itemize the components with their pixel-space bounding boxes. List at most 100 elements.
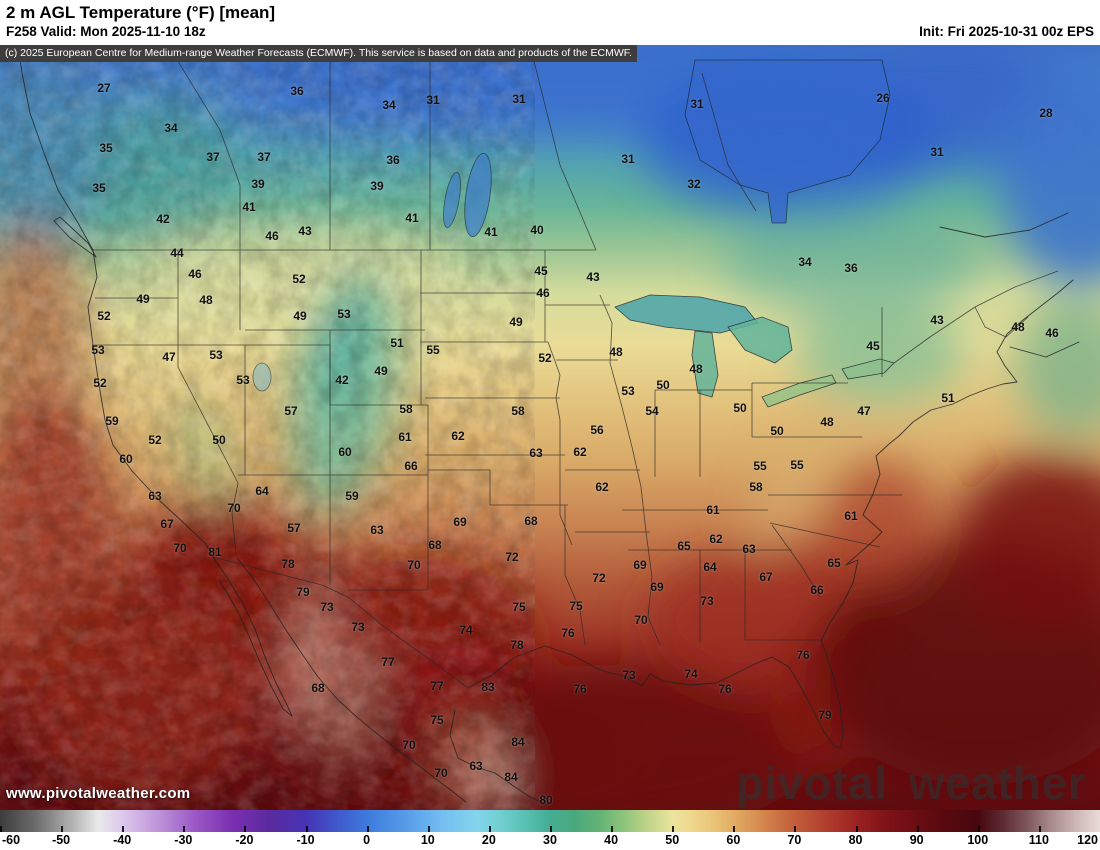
temp-value: 58 <box>511 404 525 418</box>
temp-value: 66 <box>404 459 418 473</box>
temp-value: 36 <box>290 84 304 98</box>
temp-value: 40 <box>530 223 544 237</box>
temp-value: 31 <box>690 97 704 111</box>
temp-value: 31 <box>512 92 526 106</box>
temp-value: 46 <box>265 229 279 243</box>
temp-value: 35 <box>92 181 106 195</box>
temp-value: 50 <box>770 424 784 438</box>
temp-value: 58 <box>399 402 413 416</box>
colorbar-tick-label: 10 <box>420 833 435 847</box>
temp-value: 58 <box>749 480 763 494</box>
temp-value: 59 <box>345 489 359 503</box>
temp-value: 35 <box>99 141 113 155</box>
watermark-url: www.pivotalweather.com <box>6 785 191 802</box>
temp-value: 70 <box>227 501 241 515</box>
temp-value: 49 <box>293 309 307 323</box>
temp-value: 34 <box>798 255 812 269</box>
temp-value: 67 <box>759 570 773 584</box>
temp-value: 48 <box>609 345 623 359</box>
temp-value: 55 <box>790 458 804 472</box>
temp-value: 69 <box>650 580 664 594</box>
temp-value: 42 <box>335 373 349 387</box>
temp-value: 70 <box>434 766 448 780</box>
temp-value: 39 <box>251 177 265 191</box>
temp-value: 50 <box>212 433 226 447</box>
temp-value: 55 <box>753 459 767 473</box>
colorbar-tick-label: 0 <box>363 833 371 847</box>
temp-value: 31 <box>621 152 635 166</box>
temp-value: 84 <box>504 770 518 784</box>
temp-value: 63 <box>148 489 162 503</box>
map-canvas: 27 36 34 31 31 31 26 28 34 35 37 37 36 31 31 35 39 39 32 42… <box>0 45 1100 810</box>
temp-value: 41 <box>484 225 498 239</box>
temp-value: 61 <box>844 509 858 523</box>
colorbar-tick-mark <box>427 826 430 832</box>
temp-value: 43 <box>586 270 600 284</box>
colorbar-tick-mark <box>488 826 491 832</box>
temp-value: 52 <box>538 351 552 365</box>
us-mexico-border <box>212 556 469 689</box>
state-borders <box>92 250 902 646</box>
temp-value: 63 <box>469 759 483 773</box>
colorbar-tick-label: 50 <box>665 833 680 847</box>
temp-value: 74 <box>684 667 698 681</box>
temp-value: 70 <box>173 541 187 555</box>
temp-value: 76 <box>796 648 810 662</box>
temp-value: 53 <box>209 348 223 362</box>
temp-value: 65 <box>827 556 841 570</box>
colorbar-tick-label: -40 <box>113 833 132 847</box>
temp-value: 48 <box>689 362 703 376</box>
temp-value: 46 <box>188 267 202 281</box>
on-qc-border <box>701 72 757 212</box>
temp-value: 62 <box>709 532 723 546</box>
temp-value: 43 <box>930 313 944 327</box>
temp-value: 41 <box>242 200 256 214</box>
temp-value: 47 <box>857 404 871 418</box>
temp-value: 45 <box>866 339 880 353</box>
temp-value: 60 <box>119 452 133 466</box>
temp-value: 49 <box>509 315 523 329</box>
colorbar-tick-label: 110 <box>1028 833 1049 847</box>
temp-value: 65 <box>677 539 691 553</box>
great-salt-lake <box>252 362 272 392</box>
station-values-layer: 27 36 34 31 31 31 26 28 34 35 37 37 36 31 31 35 39 39 32 42… <box>0 45 1100 810</box>
temp-value: 56 <box>590 423 604 437</box>
gulf-and-east-coast <box>467 279 1074 749</box>
colorbar-tick-label: 100 <box>967 833 989 847</box>
colorbar-tick-mark <box>1038 826 1041 832</box>
temp-value: 34 <box>164 121 178 135</box>
temp-value: 53 <box>621 384 635 398</box>
temp-value: 63 <box>742 542 756 556</box>
temp-value: 46 <box>536 286 550 300</box>
temp-value: 72 <box>592 571 606 585</box>
nova-scotia <box>1009 341 1080 358</box>
time-row: F258 Valid: Mon 2025-11-10 18z Init: Fri… <box>0 23 1100 39</box>
temp-value: 79 <box>296 585 310 599</box>
colorbar-tick-label: 80 <box>848 833 863 847</box>
temp-value: 75 <box>512 600 526 614</box>
colorbar-tick-label: 60 <box>726 833 741 847</box>
temp-value: 53 <box>337 307 351 321</box>
brand-watermark: pivotal weather <box>735 757 1086 809</box>
temp-value: 31 <box>930 145 944 159</box>
colorbar-tick-mark <box>244 826 247 832</box>
temp-value: 50 <box>733 401 747 415</box>
temp-value: 70 <box>402 738 416 752</box>
temp-value: 52 <box>93 376 107 390</box>
temp-value: 52 <box>97 309 111 323</box>
lake-huron <box>727 316 793 364</box>
temp-value: 83 <box>481 680 495 694</box>
political-borders <box>92 45 1059 689</box>
colorbar: -60 -50 -40 -30 -20 -10 0 10 20 30 40 50 60 70 80 90 100… <box>0 810 1100 850</box>
temp-value: 37 <box>206 150 220 164</box>
temp-value: 73 <box>320 600 334 614</box>
mexico-west-coast <box>237 558 467 803</box>
temp-value: 63 <box>529 446 543 460</box>
temp-value: 26 <box>876 91 890 105</box>
colorbar-tick-mark <box>183 826 186 832</box>
header: 2 m AGL Temperature (°F) [mean] F258 Val… <box>0 0 1100 45</box>
temp-value: 28 <box>1039 106 1053 120</box>
colorbar-tick-label: 90 <box>909 833 924 847</box>
temp-value: 62 <box>451 429 465 443</box>
